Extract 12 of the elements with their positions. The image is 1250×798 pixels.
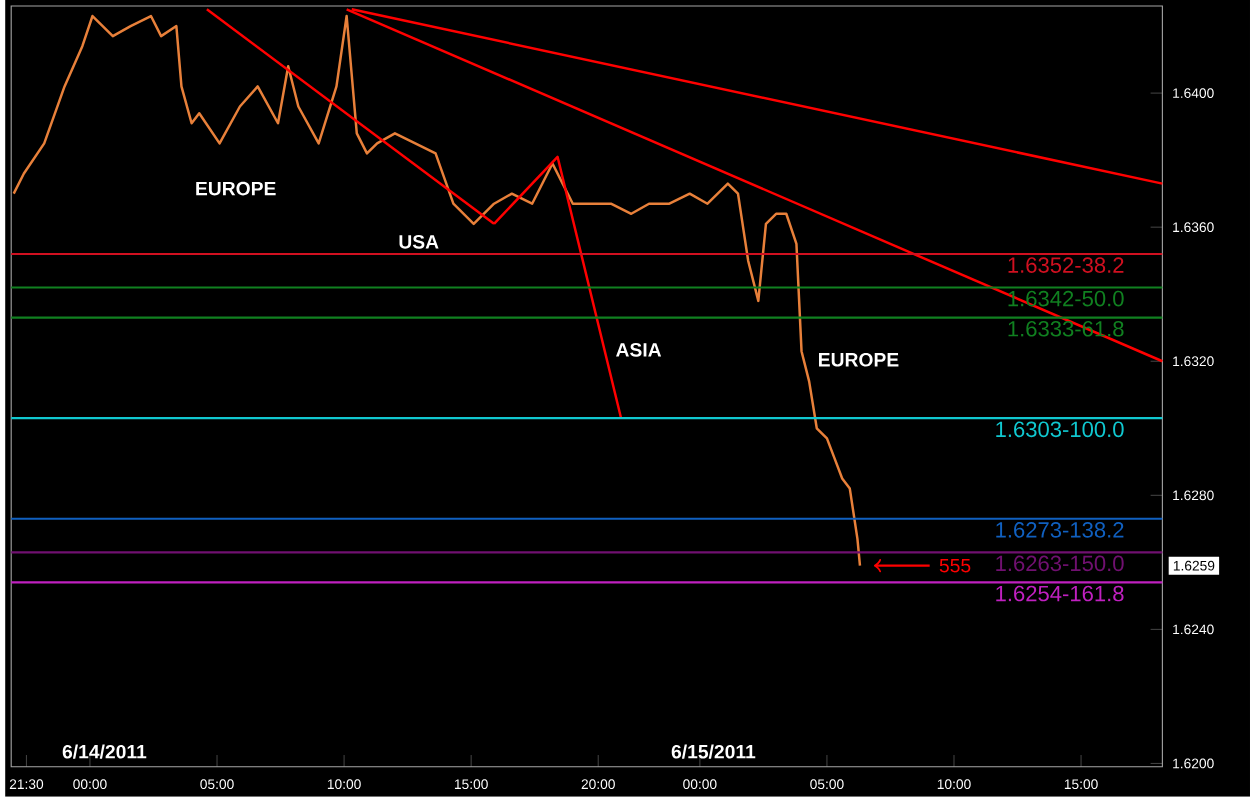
annotation: 555 [939,558,971,573]
annotation: ASIA [616,342,662,357]
annotation: 6/15/2011 [671,744,756,759]
ref-line-label: 1.6254-161.8 [996,585,1124,602]
annotation: EUROPE [819,352,899,367]
annotation: 6/14/2011 [62,744,147,759]
annotation: EUROPE [196,181,276,196]
ref-line-label: 1.6352-38.2 [1008,257,1124,273]
annotation: USA [399,234,439,249]
ref-line-label: 1.6263-150.0 [996,555,1124,572]
ref-line-label: 1.6273-138.2 [996,521,1124,538]
ref-line-label: 1.6303-100.0 [996,421,1124,438]
